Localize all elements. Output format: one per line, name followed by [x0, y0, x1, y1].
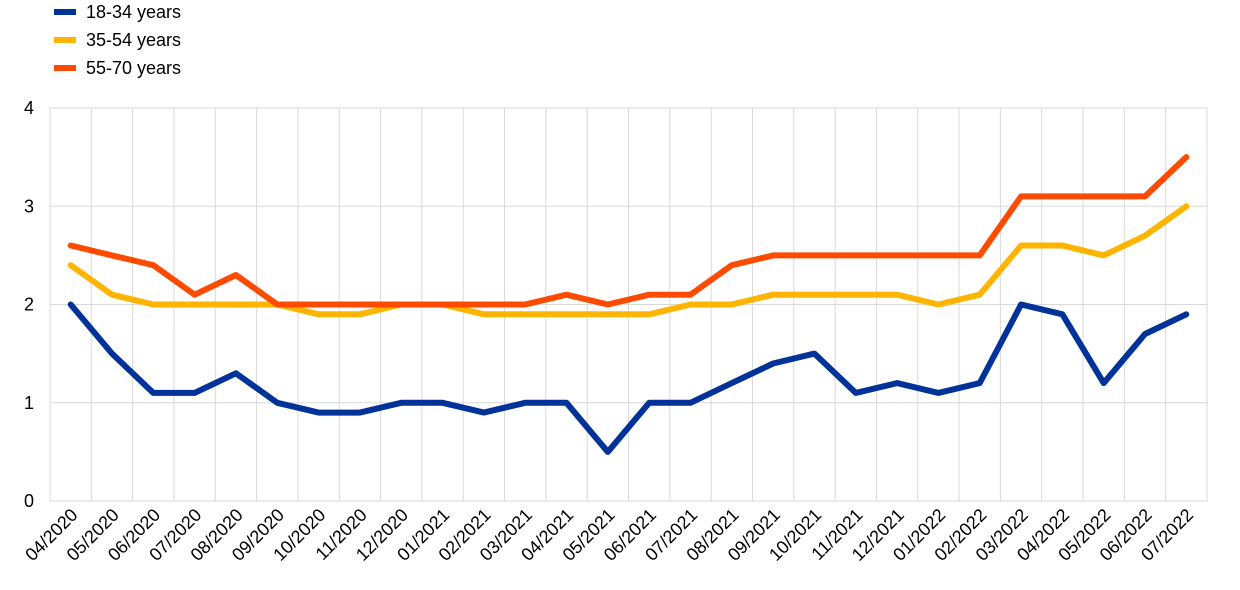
series-line-3 — [67, 154, 1190, 308]
series-line-1 — [67, 301, 1190, 455]
y-tick-label: 4 — [24, 98, 34, 118]
y-axis-tick-labels: 0 1 2 3 4 — [24, 98, 34, 511]
y-tick-label: 0 — [24, 491, 34, 511]
series-lines — [67, 154, 1190, 455]
legend-label-3: 55-70 years — [86, 58, 181, 78]
x-axis-tick-labels: 04/202005/202006/202007/202008/202009/20… — [21, 505, 1197, 565]
plot-border — [49, 107, 1208, 502]
legend-label-1: 18-34 years — [86, 2, 181, 22]
y-tick-label: 1 — [24, 393, 34, 413]
plot-area — [49, 107, 1208, 502]
series-line-2 — [67, 203, 1190, 318]
legend-label-2: 35-54 years — [86, 30, 181, 50]
legend: 18-34 years 35-54 years 55-70 years — [54, 2, 181, 78]
y-tick-label: 3 — [24, 196, 34, 216]
y-tick-label: 2 — [24, 295, 34, 315]
